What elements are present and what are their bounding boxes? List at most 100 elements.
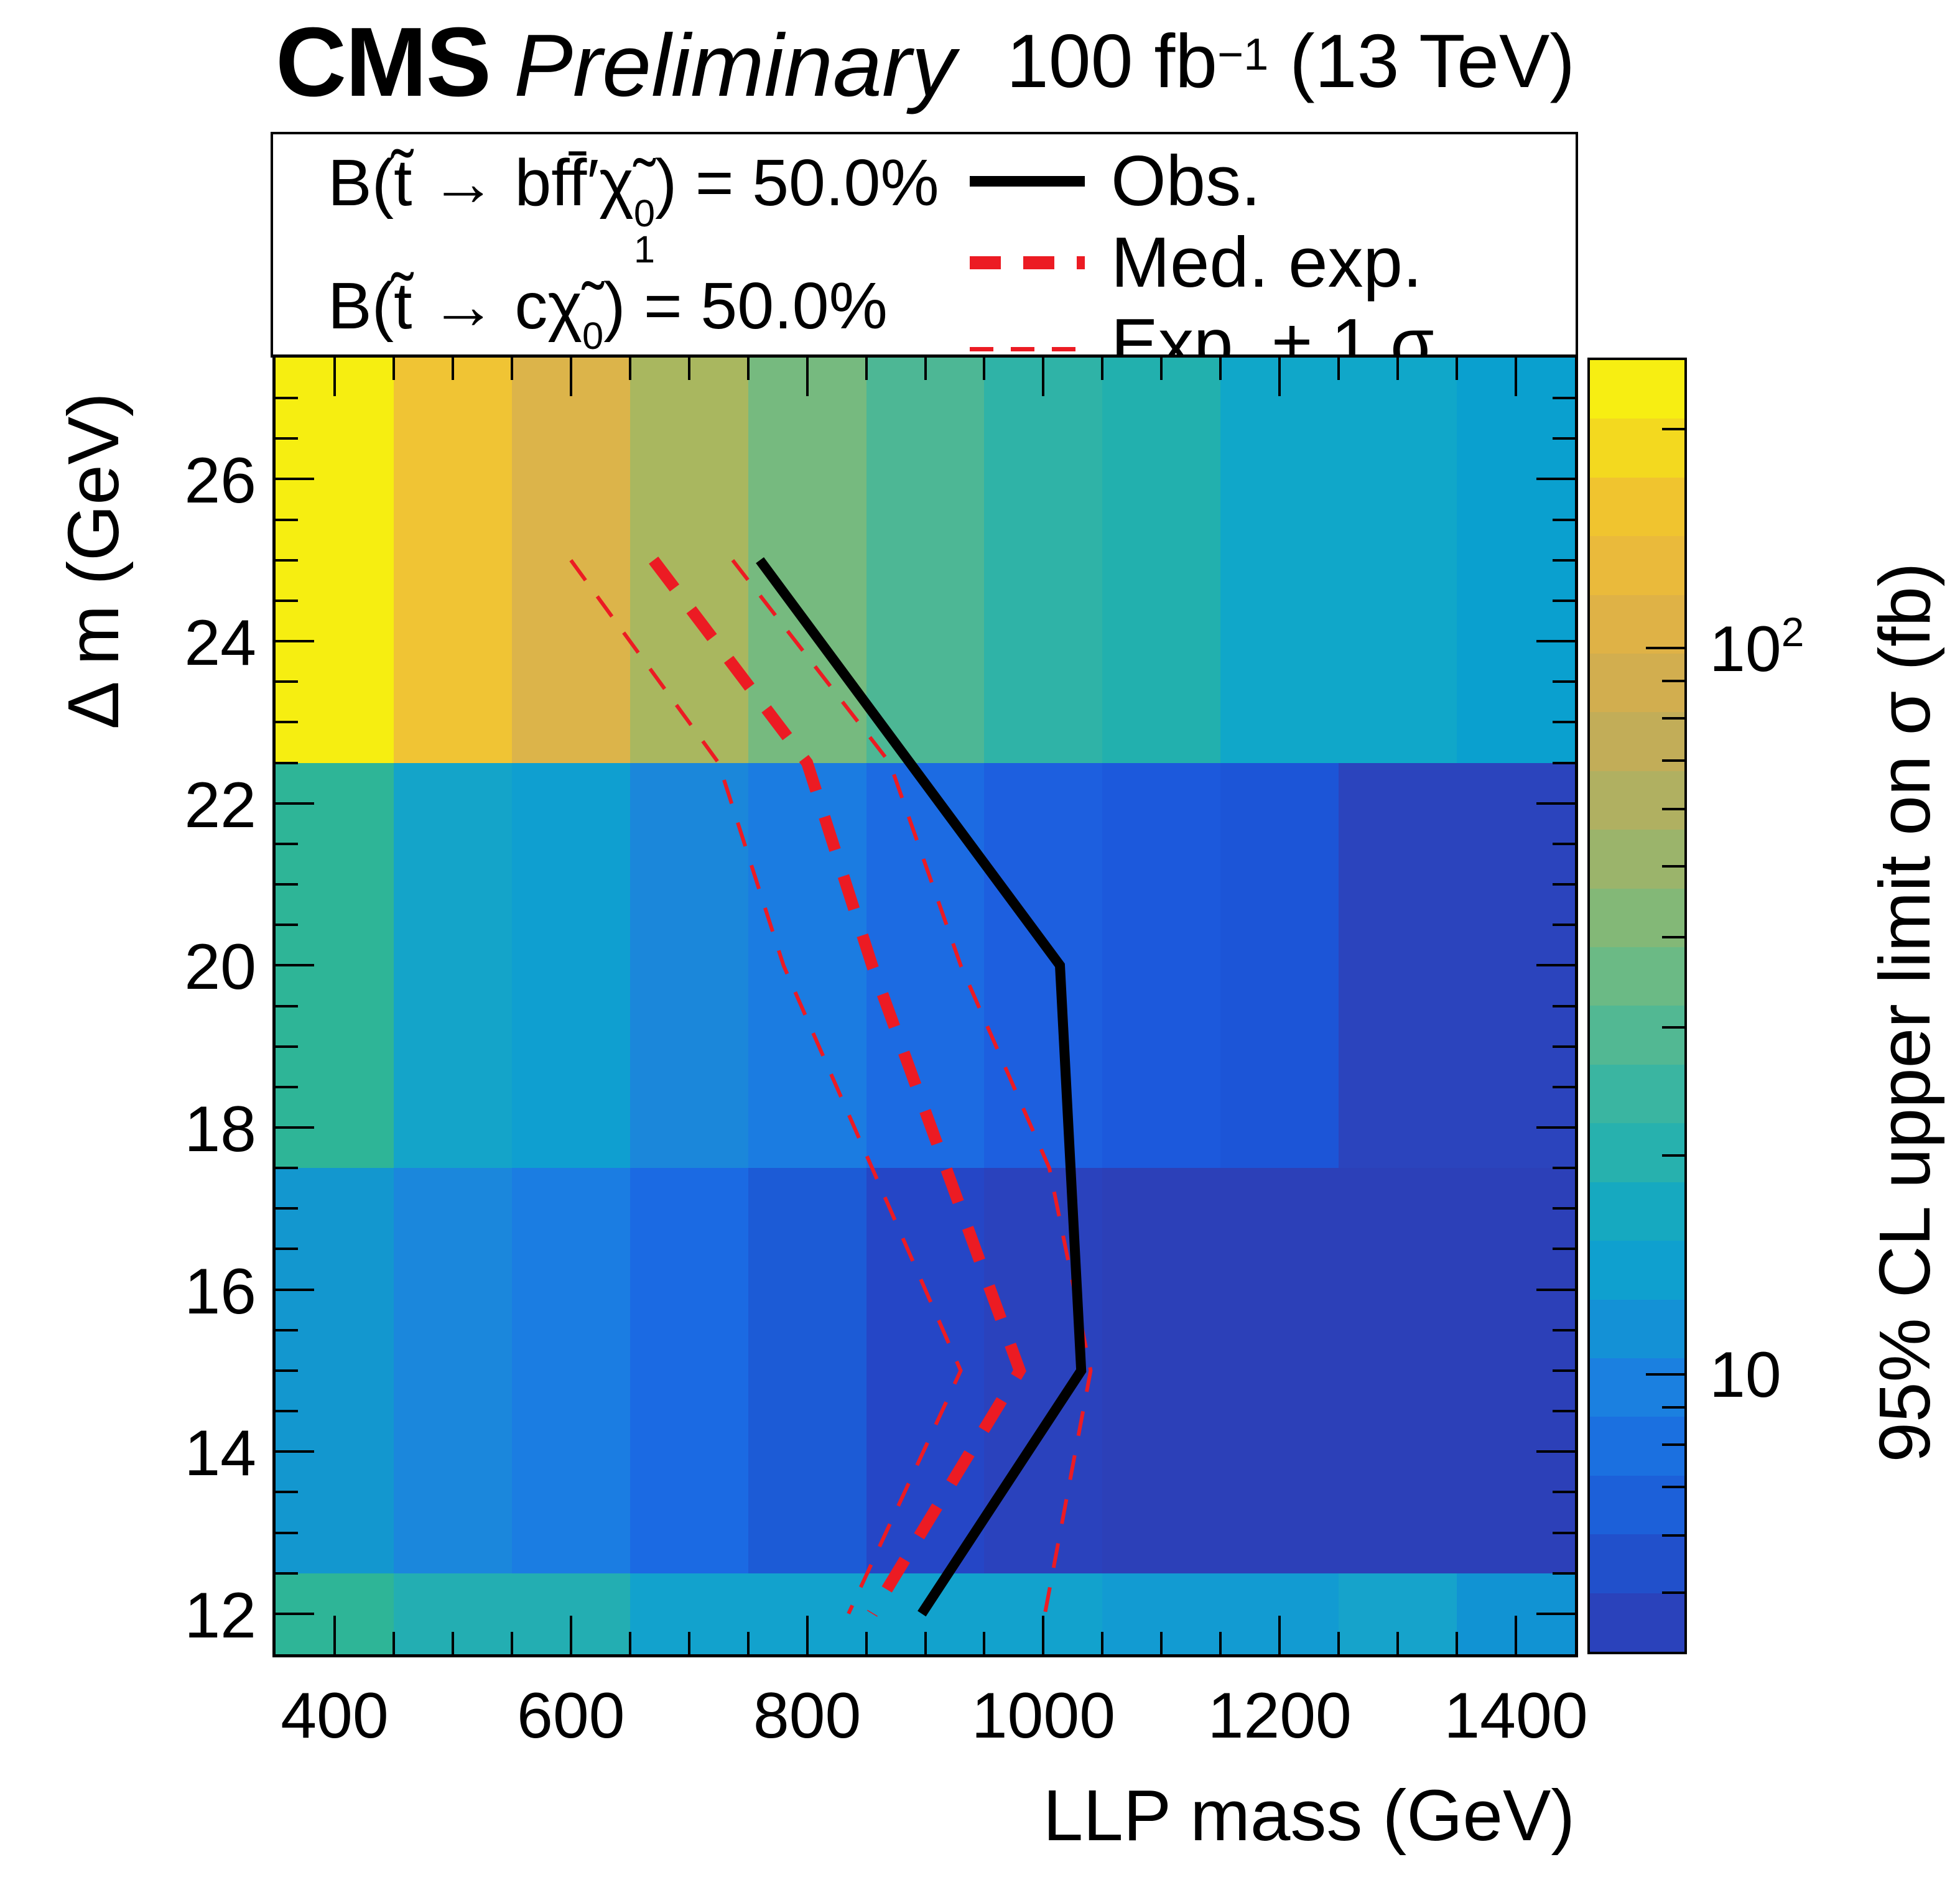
x-major-tick — [333, 1616, 336, 1654]
heatmap-cell — [748, 1168, 866, 1573]
x-minor-tick-top — [1515, 358, 1518, 396]
br2-sup: 0 — [582, 315, 604, 358]
x-minor-tick-top — [865, 358, 868, 380]
y-minor-tick-right — [1553, 1410, 1575, 1413]
x-tick-label: 1400 — [1444, 1680, 1588, 1752]
colorbar-minor-tick — [1662, 1026, 1684, 1029]
br1-sub: 1 — [633, 228, 655, 272]
y-minor-tick — [276, 842, 298, 845]
y-minor-tick-right — [1536, 1288, 1575, 1291]
colorbar-band — [1590, 1475, 1684, 1535]
br2-main: B(t̃ → cχ̃ — [328, 269, 582, 343]
y-tick-label: 14 — [184, 1417, 256, 1490]
x-minor-tick — [1219, 1632, 1222, 1654]
y-minor-tick-right — [1536, 1612, 1575, 1615]
x-major-tick — [1278, 1616, 1281, 1654]
colorbar-minor-tick — [1662, 428, 1684, 431]
branching-ratio-column: B(t̃ → bff̄′χ̃01) = 50.0% B(t̃ → cχ̃01) … — [273, 134, 970, 392]
y-minor-tick-right — [1553, 721, 1575, 724]
curve-expected_minus_1sigma — [569, 559, 963, 1615]
y-minor-tick — [276, 1045, 298, 1048]
heatmap-cell — [393, 1168, 512, 1573]
colorbar-minor-tick — [1662, 1154, 1684, 1157]
heatmap-cell — [629, 358, 748, 763]
curve-expected_plus_1sigma — [731, 558, 1093, 1623]
legend-entry-label: Med. exp. — [1111, 223, 1423, 302]
colorbar-band — [1590, 771, 1684, 830]
y-minor-tick-right — [1553, 1085, 1575, 1088]
x-minor-tick-top — [687, 358, 690, 380]
heatmap-cell — [393, 762, 512, 1169]
preliminary-label: Preliminary — [514, 16, 956, 115]
br1-tail: ) = 50.0% — [655, 146, 939, 220]
colorbar-major-tick — [1646, 1373, 1684, 1376]
y-minor-tick-right — [1553, 842, 1575, 845]
legend-entry-median-expected: Med. exp. — [970, 222, 1576, 303]
colorbar-band — [1590, 1417, 1684, 1476]
curve-observed — [756, 557, 1087, 1617]
x-minor-tick-top — [924, 358, 927, 380]
heatmap-cell — [1102, 358, 1221, 763]
y-tick-label: 16 — [184, 1255, 256, 1328]
heatmap-cell — [1102, 1168, 1221, 1573]
y-minor-tick-right — [1553, 518, 1575, 521]
y-minor-tick — [276, 1167, 298, 1170]
x-minor-tick — [392, 1632, 395, 1654]
heatmap-cell — [393, 358, 512, 763]
x-tick-label: 1200 — [1207, 1680, 1352, 1752]
x-minor-tick — [451, 1632, 454, 1654]
plot-area — [272, 354, 1578, 1657]
x-minor-tick-top — [451, 358, 454, 380]
y-major-tick — [276, 478, 314, 481]
heatmap-cell — [511, 762, 630, 1169]
colorbar-band — [1590, 830, 1684, 889]
heatmap — [276, 358, 1575, 1654]
colorbar-band — [1590, 1241, 1684, 1300]
cb-label-exponent: 2 — [1781, 608, 1804, 655]
y-tick-label: 22 — [184, 769, 256, 841]
x-minor-tick-top — [1101, 358, 1104, 380]
x-minor-tick-top — [569, 358, 572, 396]
heatmap-cell — [1339, 358, 1457, 763]
x-tick-label: 600 — [517, 1680, 625, 1752]
y-major-tick — [276, 1612, 314, 1615]
colorbar-minor-tick — [1662, 1534, 1684, 1537]
y-minor-tick-right — [1553, 1328, 1575, 1331]
y-minor-tick-right — [1536, 964, 1575, 967]
colorbar-band — [1590, 1593, 1684, 1652]
x-minor-tick — [924, 1632, 927, 1654]
header: CMS Preliminary — [276, 6, 955, 119]
y-minor-tick-right — [1553, 558, 1575, 562]
br1-main: B(t̃ → bff̄′χ̃ — [328, 146, 634, 220]
x-minor-tick-top — [1042, 358, 1045, 396]
y-minor-tick — [276, 721, 298, 724]
colorbar-minor-tick — [1662, 1406, 1684, 1409]
x-major-tick — [1042, 1616, 1045, 1654]
y-minor-tick — [276, 1328, 298, 1331]
br1-sup: 0 — [633, 192, 655, 235]
y-tick-label: 18 — [184, 1093, 256, 1165]
y-minor-tick-right — [1553, 1004, 1575, 1007]
cb-label-base: 10 — [1709, 613, 1781, 685]
x-minor-tick-top — [333, 358, 336, 396]
x-minor-tick — [1101, 1632, 1104, 1654]
x-minor-tick-top — [1337, 358, 1340, 380]
cb-label-base: 10 — [1709, 1338, 1781, 1411]
observed-line-sample — [970, 176, 1085, 187]
x-minor-tick-top — [806, 358, 809, 396]
branching-ratio-1: B(t̃ → bff̄′χ̃ 0 1) = 50.0% — [328, 146, 970, 269]
colorbar-minor-tick — [1662, 1443, 1684, 1446]
y-minor-tick — [276, 397, 298, 400]
heatmap-cell — [1339, 762, 1457, 1169]
heatmap-cell — [1102, 762, 1221, 1169]
colorbar-axis-title: 95% CL upper limit on σ (fb) — [1864, 562, 1945, 1463]
y-minor-tick-right — [1553, 1531, 1575, 1534]
x-minor-tick — [1337, 1632, 1340, 1654]
heatmap-row — [276, 762, 1575, 1169]
colorbar-band — [1590, 360, 1684, 419]
heatmap-cell — [629, 1168, 748, 1573]
y-minor-tick — [276, 1572, 298, 1575]
y-minor-tick — [276, 761, 298, 764]
colorbar-band — [1590, 947, 1684, 1006]
heatmap-cell — [1220, 358, 1339, 763]
